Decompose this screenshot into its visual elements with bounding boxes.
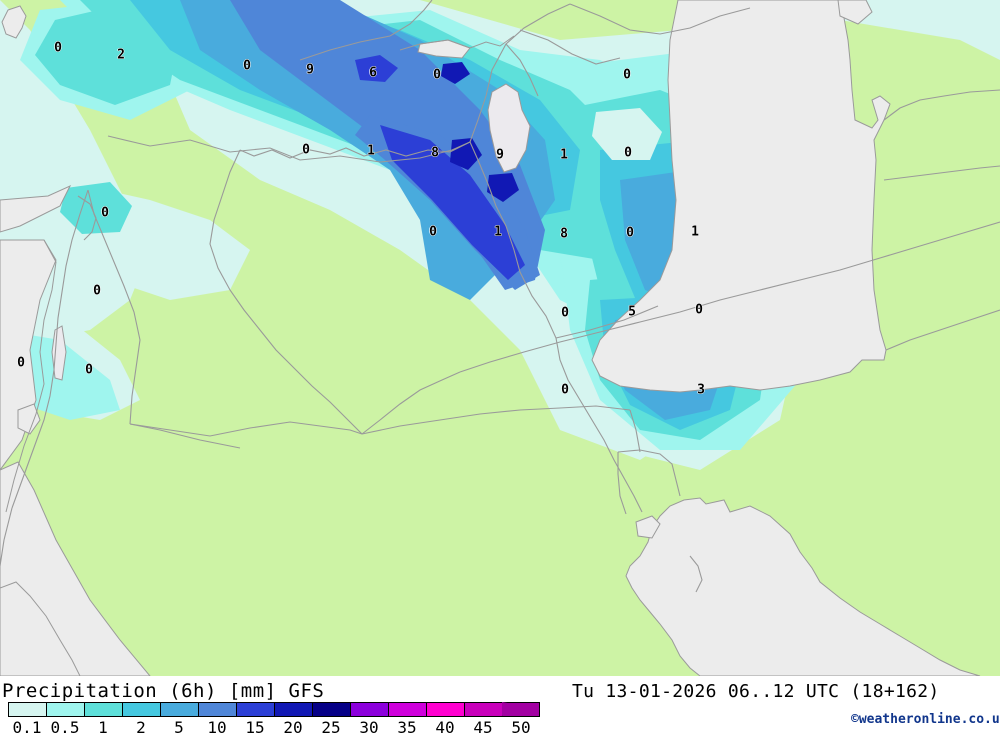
color-scale-tick-label: 25: [321, 718, 341, 733]
color-swatch: [274, 702, 312, 717]
color-swatch: [350, 702, 388, 717]
border-iraq-saudi-2: [629, 409, 641, 453]
caspian-sea: [591, 0, 891, 393]
color-scale-tick-label: 0.5: [50, 718, 80, 733]
contour-band-20: [487, 173, 519, 202]
border-armenia: [505, 43, 539, 97]
border-iran-ne-2: [883, 165, 1000, 181]
persian-gulf: [625, 497, 981, 676]
border-iran-turkmenistan: [885, 309, 1000, 351]
map-canvas: [0, 0, 1000, 676]
contour-band-0.1: [0, 0, 1000, 60]
color-scale-tick-label: 20: [283, 718, 303, 733]
color-swatch: [122, 702, 160, 717]
color-swatch: [312, 702, 350, 717]
color-scale-tick-label: 2: [136, 718, 146, 733]
coastlines: [5, 35, 515, 513]
border-iran-ne-3: [883, 89, 1000, 121]
color-swatch: [236, 702, 274, 717]
border-jordan-north: [87, 189, 141, 425]
border-israel-egypt: [0, 507, 13, 567]
color-scale-tick-label: 5: [174, 718, 184, 733]
caspian-lagoon: [837, 0, 873, 25]
color-scale-tick-label: 30: [359, 718, 379, 733]
color-swatch: [388, 702, 426, 717]
border-azerbaijan: [519, 29, 621, 65]
border-iran-interior: [555, 305, 659, 339]
border-saudi-jordan: [129, 421, 363, 437]
color-swatch: [198, 702, 236, 717]
contour-band-1: [35, 5, 180, 105]
color-swatch: [160, 702, 198, 717]
color-scale-tick-label: 40: [435, 718, 455, 733]
lake-urmia: [487, 83, 531, 173]
color-scale-arrow-icon: [502, 702, 540, 716]
border-syria-iraq-2: [209, 149, 363, 435]
contour-pocket: [592, 108, 662, 160]
border-turkey-interior-2: [389, 0, 433, 37]
coast-turkey-black-sea: [399, 35, 515, 51]
contour-band-15: [380, 125, 525, 280]
border-turkey-syria: [107, 135, 471, 163]
cyprus-island: [1, 5, 27, 39]
water-bodies: [0, 0, 981, 676]
color-scale-tick-label: 10: [207, 718, 227, 733]
color-scale-legend[interactable]: 0.1 0.5 1 2 5 10 15 20 25 30 35 40 45 50: [0, 702, 560, 733]
country-borders: [0, 0, 1000, 593]
border-turkey-interior: [299, 35, 391, 61]
border-kuwait-2: [617, 452, 627, 515]
contour-band-20: [450, 138, 482, 170]
color-swatch: [84, 702, 122, 717]
small-lake: [17, 403, 41, 435]
copyright-notice: ©weatheronline.co.uk: [851, 712, 1000, 727]
color-scale-tick-label: 15: [245, 718, 265, 733]
border-lebanon: [77, 195, 97, 241]
mediterranean-sea: [0, 184, 72, 233]
border-saudi-interior-2: [459, 221, 1000, 373]
forecast-timestamp: Tu 13-01-2026 06..12 UTC (18+162): [572, 681, 940, 702]
color-scale-tick-label: 1: [98, 718, 108, 733]
dead-sea: [51, 325, 67, 381]
color-scale-tick-label: 50: [511, 718, 531, 733]
color-swatch: [426, 702, 464, 717]
color-swatch: [8, 702, 46, 717]
border-israel-jordan: [11, 189, 89, 509]
red-sea: [0, 581, 81, 676]
page-title: Precipitation (6h) [mm] GFS: [2, 680, 325, 702]
color-scale-tick-label: 45: [473, 718, 493, 733]
border-kuwait: [617, 449, 681, 497]
color-scale-swatches: [8, 702, 540, 717]
border-saudi-north: [129, 423, 241, 449]
border-iraq-saudi: [361, 405, 631, 435]
border-qatar: [689, 555, 703, 593]
border-turkey-iran: [469, 3, 571, 143]
color-scale-tick-label: 0.1: [12, 718, 42, 733]
color-swatch: [46, 702, 84, 717]
contour-band-15: [355, 55, 398, 82]
border-saudi-interior: [361, 371, 461, 435]
color-scale-tick-label: 35: [397, 718, 417, 733]
coast-med-levant: [5, 239, 57, 513]
color-swatch: [464, 702, 502, 717]
border-syria-iraq: [239, 141, 471, 159]
border-caucasus: [569, 3, 751, 35]
footer-bar: Precipitation (6h) [mm] GFS Tu 13-01-202…: [0, 676, 1000, 733]
contour-band-20: [441, 62, 470, 84]
kuwait-bay: [635, 515, 661, 539]
